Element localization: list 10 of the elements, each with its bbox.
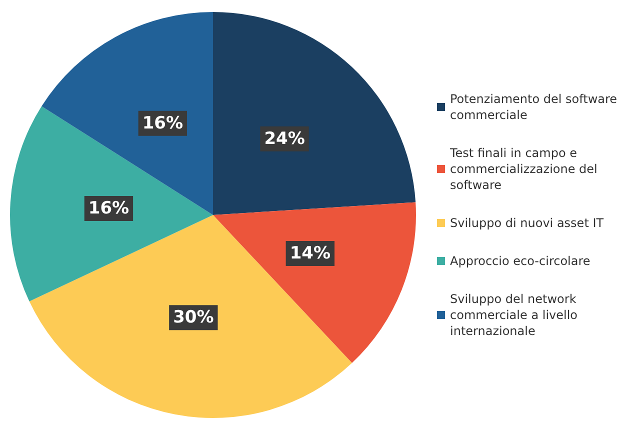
legend-label: Potenziamento del software commerciale: [450, 92, 621, 122]
legend-label: Approccio eco-circolare: [450, 254, 590, 268]
data-label: 16%: [142, 113, 184, 134]
data-label: 30%: [173, 308, 214, 328]
legend-label: Sviluppo del network commerciale a livello internazionale: [450, 292, 582, 338]
legend-label: Sviluppo di nuovi asset IT: [450, 216, 604, 230]
data-label: 16%: [88, 198, 130, 218]
data-label: 14%: [290, 243, 331, 264]
data-label: 24%: [264, 128, 305, 149]
legend-label: Test finali in campo e commercializzazione del software: [449, 146, 602, 192]
